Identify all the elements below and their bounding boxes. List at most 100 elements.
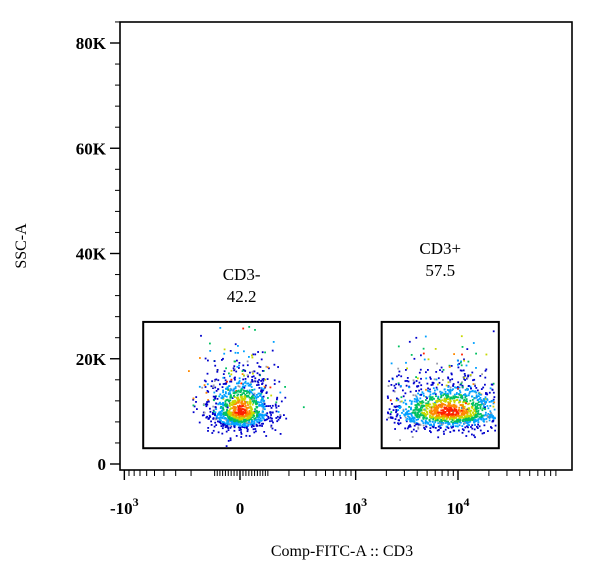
event-dot	[441, 415, 443, 417]
event-dot	[203, 403, 205, 405]
event-dot	[488, 391, 491, 394]
event-dot	[410, 413, 413, 416]
event-dot	[466, 416, 469, 419]
event-dot	[453, 393, 456, 396]
event-dot	[471, 399, 474, 401]
gate-rectangle[interactable]	[380, 320, 500, 450]
event-dot	[246, 402, 249, 404]
event-dot	[252, 428, 255, 431]
event-dot	[442, 394, 445, 397]
event-dot	[213, 425, 216, 428]
event-dot	[222, 389, 224, 392]
event-dot	[224, 426, 227, 428]
event-dot	[414, 394, 417, 397]
event-dot	[236, 394, 239, 397]
event-dot	[443, 398, 446, 401]
event-dot	[430, 407, 433, 410]
event-dot	[411, 416, 414, 419]
event-dot	[222, 398, 225, 400]
event-dot	[248, 396, 251, 399]
event-dot	[417, 408, 420, 411]
event-dot	[212, 387, 214, 389]
event-dot	[245, 425, 248, 428]
event-dot	[244, 405, 247, 408]
event-dot	[222, 391, 224, 394]
event-dot	[188, 370, 190, 372]
event-dot	[454, 405, 457, 408]
event-dot	[404, 427, 407, 430]
event-dot	[429, 388, 431, 391]
event-dot	[459, 361, 462, 364]
event-dot	[249, 402, 251, 405]
event-dot	[393, 421, 396, 424]
event-dot	[456, 422, 459, 425]
event-dot	[207, 427, 210, 429]
event-dot	[261, 391, 263, 393]
event-dot	[212, 405, 215, 408]
event-dot	[410, 406, 412, 409]
event-dot	[204, 380, 207, 383]
event-dot	[212, 411, 214, 414]
event-dot	[235, 391, 238, 394]
event-dot	[423, 358, 426, 361]
event-dot	[464, 374, 467, 377]
event-dot	[410, 412, 412, 415]
event-dot	[220, 414, 222, 417]
event-dot	[441, 416, 444, 419]
event-dot	[439, 427, 442, 429]
event-dot	[386, 395, 389, 398]
event-dot	[464, 396, 467, 399]
event-dot	[490, 400, 493, 403]
event-dot	[483, 402, 486, 405]
event-dot	[250, 408, 253, 411]
event-dot	[397, 422, 399, 425]
event-dot	[258, 422, 261, 424]
event-dot	[393, 405, 396, 408]
event-dot	[436, 429, 439, 432]
event-dot	[420, 400, 423, 403]
event-dot	[478, 416, 481, 419]
event-dot	[469, 410, 471, 413]
event-dot	[423, 415, 426, 417]
event-dot	[401, 412, 403, 414]
event-dot	[415, 400, 418, 403]
event-dot	[449, 379, 452, 381]
event-dot	[243, 390, 246, 392]
event-dot	[439, 399, 442, 402]
gate-rectangle[interactable]	[142, 320, 342, 450]
event-dot	[235, 402, 238, 404]
event-dot	[449, 392, 452, 395]
event-dot	[475, 367, 477, 369]
event-dot	[235, 397, 238, 399]
event-dot	[433, 392, 436, 395]
event-dot	[236, 399, 239, 402]
event-dot	[468, 408, 471, 410]
event-dot	[419, 424, 422, 426]
event-dot	[254, 428, 257, 430]
event-dot	[433, 410, 436, 413]
event-dot	[222, 415, 225, 418]
event-dot	[447, 392, 449, 395]
event-dot	[465, 435, 468, 437]
event-dot	[475, 408, 477, 410]
event-dot	[453, 407, 456, 410]
event-dot	[460, 369, 463, 372]
event-dot	[492, 417, 495, 420]
event-dot	[258, 394, 261, 397]
event-dot	[432, 417, 435, 420]
event-dot	[476, 425, 478, 428]
event-dot	[224, 391, 227, 393]
event-dot	[440, 413, 443, 415]
event-dot	[413, 416, 416, 419]
event-dot	[476, 412, 479, 415]
event-dot	[236, 359, 238, 362]
event-dot	[473, 390, 476, 393]
event-dot	[439, 424, 441, 427]
event-dot	[394, 428, 396, 430]
event-dot	[449, 399, 451, 402]
event-dot	[265, 391, 268, 394]
event-dot	[425, 414, 428, 416]
event-dot	[415, 404, 418, 406]
event-dot	[422, 352, 425, 355]
event-dot	[231, 420, 234, 423]
